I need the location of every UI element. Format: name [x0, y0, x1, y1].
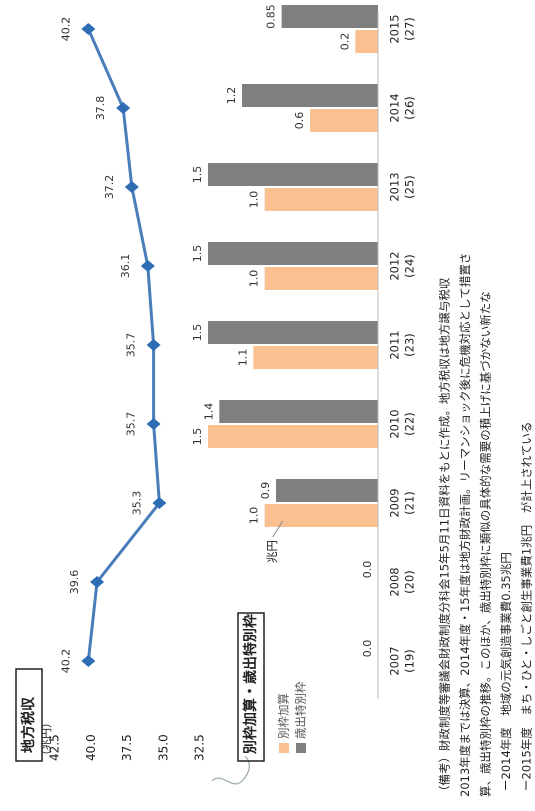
bar	[281, 5, 378, 28]
legend-swatch	[296, 743, 306, 753]
bar	[264, 267, 378, 290]
y-tick-label: 35.0	[156, 734, 170, 761]
bar	[242, 84, 378, 107]
note: 算、歳出特別枠の推移。このほか、歳出特別枠に類似の具体的な需要の積上げに基づかな…	[479, 291, 493, 797]
bar	[264, 504, 378, 527]
marker	[81, 655, 96, 667]
x-tick-sublabel: (23)	[403, 333, 417, 357]
marker	[124, 181, 139, 193]
data-label: 1.5	[191, 428, 204, 446]
x-tick-sublabel: (21)	[403, 491, 417, 515]
line-title: 地方税収	[20, 696, 37, 753]
data-label: 40.2	[59, 17, 72, 42]
data-label: 1.0	[248, 191, 261, 209]
x-tick-sublabel: (25)	[403, 175, 417, 199]
marker	[146, 418, 161, 430]
legend-label: 別枠加算	[277, 693, 291, 739]
data-label: 1.0	[248, 507, 261, 525]
data-label: 37.8	[94, 96, 107, 121]
note: ー2014年度 地域の元気創造事業費0.35兆円	[499, 552, 513, 791]
data-label: 1.2	[225, 87, 238, 105]
rotated-content: 地方税収 （兆円） 別枠加算・歳出特別枠 32.5 35.0 37.5 40.0 42.…	[15, 4, 534, 797]
x-tick-label: 2009	[388, 488, 402, 517]
marker	[140, 260, 155, 272]
data-label: 1.5	[191, 245, 204, 263]
data-label: 1.0	[248, 270, 261, 288]
bar	[264, 188, 378, 211]
marker	[152, 497, 167, 509]
data-label: 0.9	[259, 482, 272, 500]
note: ー2015年度 まち・ひと・しごと創生事業費1兆円 が計上されている	[520, 422, 534, 791]
marker	[146, 339, 161, 351]
title-box	[15, 668, 43, 762]
y-tick-label: 40.0	[84, 734, 98, 761]
bar	[276, 479, 378, 502]
bar	[208, 321, 378, 344]
data-label: 40.2	[59, 649, 72, 674]
legend-label: 歳出特別枠	[294, 681, 308, 739]
title-box	[237, 612, 265, 762]
data-label: 1.5	[191, 324, 204, 342]
x-tick-label: 2012	[388, 251, 402, 280]
bar-title: 別枠加算・歳出特別枠	[242, 614, 259, 755]
data-label: 39.6	[68, 570, 81, 595]
marker	[90, 576, 105, 588]
x-tick-label: 2015	[388, 14, 402, 43]
data-label: 0.2	[338, 33, 351, 51]
x-tick-sublabel: (22)	[403, 412, 417, 436]
data-label: 1.1	[236, 349, 249, 367]
x-tick-label: 2013	[388, 172, 402, 201]
bar	[208, 163, 378, 186]
data-label: 0.85	[265, 4, 278, 29]
data-label: 0.0	[361, 561, 374, 579]
bar	[219, 400, 378, 423]
y-tick-label: 42.5	[48, 734, 62, 761]
x-tick-label: 2010	[388, 409, 402, 438]
unit-label: （兆円）	[40, 717, 53, 761]
x-tick-sublabel: (26)	[403, 96, 417, 120]
x-tick-label: 2007	[388, 646, 402, 675]
annotation: 兆円	[265, 540, 279, 563]
x-tick-label: 2008	[388, 567, 402, 596]
marker	[116, 102, 131, 114]
y-tick-label: 37.5	[120, 734, 134, 761]
bar	[310, 109, 378, 132]
bar	[253, 346, 378, 369]
data-label: 35.7	[125, 412, 138, 437]
x-tick-sublabel: (27)	[403, 17, 417, 41]
bar	[208, 425, 378, 448]
x-tick-label: 2014	[388, 93, 402, 122]
data-label: 35.7	[125, 333, 138, 358]
x-tick-sublabel: (20)	[403, 570, 417, 594]
bar	[208, 242, 378, 265]
x-tick-sublabel: (24)	[403, 254, 417, 278]
y-tick-label: 32.5	[193, 734, 207, 761]
note: 2013年度までは決算、2014年度・15年度は地方財政計画。リーマンショック後…	[458, 253, 472, 797]
marker	[81, 23, 96, 35]
data-label: 1.4	[202, 403, 215, 421]
x-tick-sublabel: (19)	[403, 649, 417, 673]
data-label: 35.3	[130, 491, 143, 516]
leader-line	[272, 520, 284, 538]
note: （備考）財政制度等審議会財政制度分科会15年5月11日資料をもとに作成。地方税収…	[438, 277, 452, 797]
axis-break	[211, 755, 250, 785]
data-label: 0.6	[293, 112, 306, 130]
data-label: 37.2	[103, 175, 116, 200]
x-tick-label: 2011	[388, 330, 402, 359]
data-label: 0.0	[361, 640, 374, 658]
data-label: 36.1	[119, 254, 132, 279]
bar	[355, 30, 379, 53]
legend-swatch	[279, 743, 289, 753]
data-label: 1.5	[191, 166, 204, 184]
